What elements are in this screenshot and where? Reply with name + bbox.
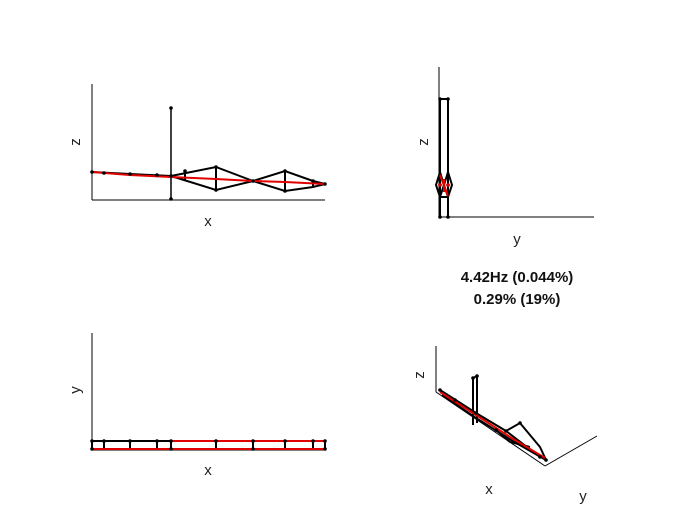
undeformed-structure-yz (434, 98, 454, 217)
xy-xlabel: x (204, 462, 212, 479)
undeformed-structure-xz (91, 108, 326, 199)
panel-xz-view: x z (67, 84, 327, 230)
damping-readout: 0.29% (19%) (473, 291, 561, 308)
frequency-readout: 4.42Hz (0.044%) (460, 269, 574, 286)
panel-yz-view: y z (415, 67, 594, 248)
mode-shape-line-iso (439, 391, 546, 459)
xy-ylabel: y (67, 386, 84, 394)
axes-yz (438, 67, 594, 218)
iso-zlabel: z (411, 371, 428, 379)
mode-info-block: 4.42Hz (0.044%) 0.29% (19%) (417, 267, 617, 311)
yz-xlabel: y (513, 231, 521, 248)
iso-ylabel: y (579, 488, 587, 505)
xz-ylabel: z (67, 138, 84, 146)
mode-shape-line-xy (92, 440, 325, 450)
xz-xlabel: x (204, 213, 212, 230)
panel-iso-view: x y z (411, 346, 598, 505)
mode-shape-line-yz (439, 174, 449, 197)
nodes-xy (90, 439, 327, 451)
nodes-iso (438, 374, 548, 462)
axes-xz (91, 84, 325, 201)
nodes-xz (90, 106, 327, 201)
undeformed-structure-iso (439, 375, 547, 461)
mode-nodes-yz (438, 183, 450, 187)
undeformed-structure-xy (91, 440, 326, 450)
panel-xy-view: x y (67, 333, 327, 479)
axes-xy (91, 333, 325, 451)
iso-xlabel: x (485, 481, 493, 498)
yz-ylabel: z (415, 138, 432, 146)
